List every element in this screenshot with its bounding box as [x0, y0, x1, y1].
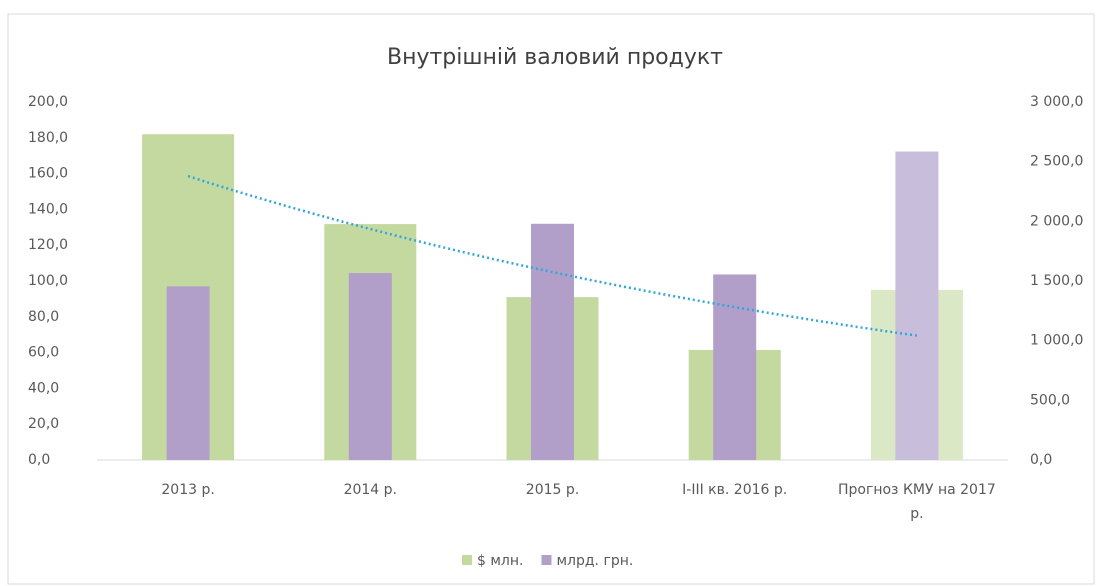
y-tick-label: 60,0: [28, 345, 59, 361]
y2-tick-label: 500,0: [1030, 392, 1070, 408]
y-tick-label: 0,0: [28, 452, 50, 468]
y-tick-label: 200,0: [28, 94, 68, 110]
bar: [348, 273, 392, 460]
y2-tick-label: 0,0: [1030, 452, 1052, 468]
bar: [166, 286, 210, 460]
y-tick-label: 140,0: [28, 201, 68, 217]
y-tick-label: 160,0: [28, 166, 68, 182]
x-tick-label: 2014 р.: [343, 482, 397, 498]
y2-tick-label: 1 000,0: [1030, 333, 1083, 349]
y2-tick-label: 3 000,0: [1030, 94, 1083, 110]
y2-tick-label: 2 500,0: [1030, 154, 1083, 170]
y-tick-label: 80,0: [28, 309, 59, 325]
bar: [895, 151, 939, 461]
legend-swatch: [462, 555, 472, 565]
y-tick-label: 120,0: [28, 237, 68, 253]
bar: [713, 274, 757, 460]
y-tick-label: 20,0: [28, 416, 59, 432]
x-tick-label: 2015 р.: [525, 482, 580, 498]
y-tick-label: 40,0: [28, 380, 59, 396]
y2-tick-label: 2 000,0: [1030, 213, 1083, 229]
x-tick-label: I-III кв. 2016 р.: [682, 482, 788, 498]
y-tick-label: 180,0: [28, 130, 68, 146]
x-tick-label: 2013 р.: [161, 482, 215, 498]
y-tick-label: 100,0: [28, 273, 68, 289]
legend-label: млрд. грн.: [556, 553, 633, 569]
x-tick-label: Прогноз КМУ на 2017 р.: [838, 482, 996, 522]
legend-swatch: [541, 555, 552, 565]
chart-border: [7, 13, 1095, 585]
y2-tick-label: 1 500,0: [1030, 273, 1083, 289]
chart-title: Внутрішній валовий продукт: [387, 45, 723, 70]
legend-label: $ млн.: [477, 553, 523, 569]
bar: [531, 223, 574, 460]
trendline: [187, 174, 918, 337]
